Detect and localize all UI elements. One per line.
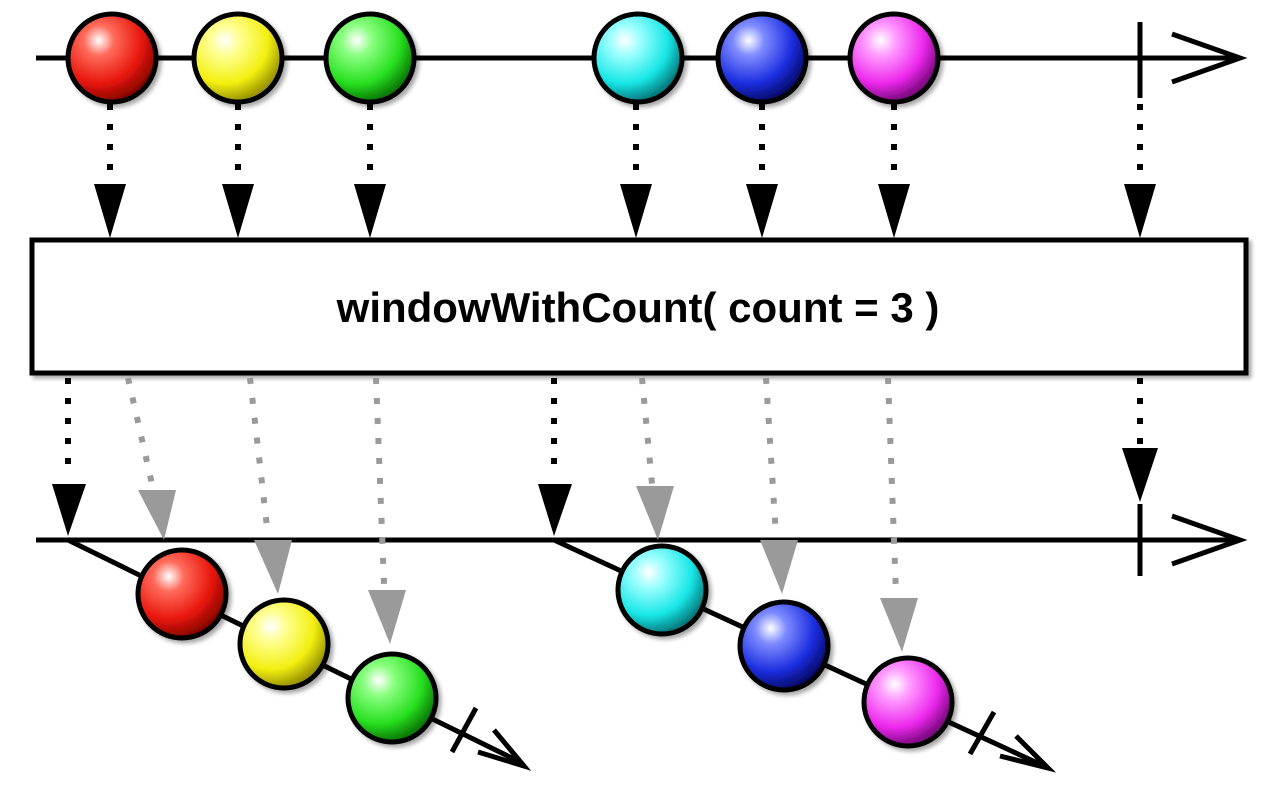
window-item-arrows [125,377,918,652]
emission-arrow [620,104,652,238]
blue-marble [737,599,831,693]
source-marbles [65,11,941,105]
magenta-marble [847,11,941,105]
window-item-arrow [125,377,176,540]
red-marble [135,547,229,641]
emission-arrow [94,104,126,238]
output-timeline [36,504,1248,576]
blue-marble [715,11,809,105]
operator-label: windowWithCount( count = 3 ) [336,284,940,331]
completion-arrow [1124,104,1156,238]
yellow-marble [191,11,285,105]
window-2-completion-marker [967,710,997,756]
window-item-arrow [760,377,798,594]
completion-arrow [1122,378,1158,502]
magenta-marble [861,655,955,749]
output-timeline-arrowhead [1171,513,1248,567]
window-marbles [135,543,955,749]
emission-arrow [878,104,910,238]
window-item-arrow [636,377,674,540]
window-2-arrowhead [999,734,1057,773]
window-open-arrow [52,378,86,536]
window-open-arrow [538,378,572,536]
window-1-completion-marker [449,706,479,754]
red-marble [65,11,159,105]
window-item-arrow [880,377,918,652]
cyan-marble [591,11,685,105]
window-item-arrow [247,377,292,594]
window-1-arrowhead [477,728,532,771]
operator-box: windowWithCount( count = 3 ) [29,237,1249,376]
green-marble [345,651,439,745]
source-timeline-arrowhead [1171,31,1248,85]
green-marble [323,11,417,105]
emission-arrow [354,104,386,238]
source-to-operator-arrows [94,104,1156,238]
window-open-arrows [52,378,1158,536]
yellow-marble [237,597,331,691]
emission-arrow [746,104,778,238]
emission-arrow [222,104,254,238]
window-item-arrow [368,377,406,644]
cyan-marble [615,543,709,637]
